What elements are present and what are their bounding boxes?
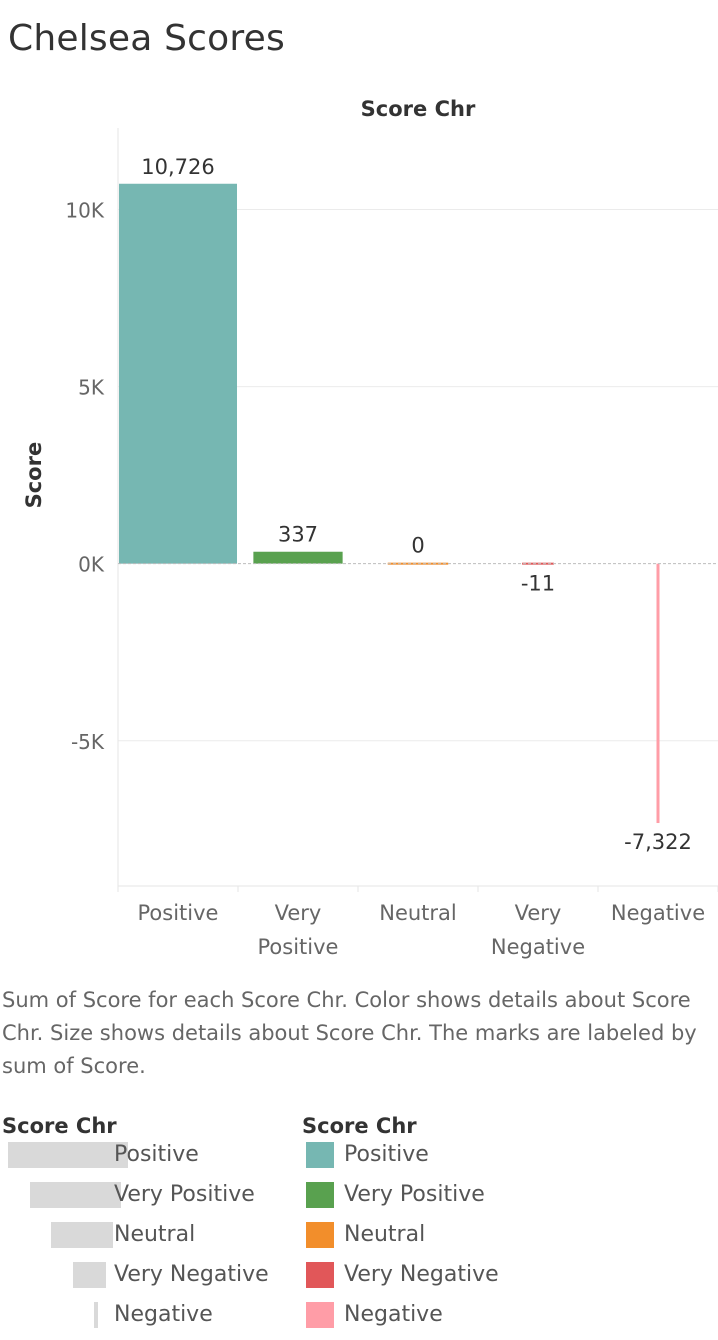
size-legend-bar — [51, 1222, 113, 1248]
bar — [656, 563, 660, 824]
bar-chart: Score Chr Score 10K 5K 0K -5K 10,726 337 0 -11 -7,… — [22, 97, 718, 959]
size-legend-label: Very Negative — [114, 1262, 269, 1287]
data-label: -11 — [521, 572, 555, 596]
color-swatch — [306, 1222, 334, 1248]
y-axis-label: Score — [22, 442, 46, 509]
size-legend-bar — [8, 1142, 128, 1168]
color-legend-item: Neutral — [302, 1220, 702, 1260]
data-label: -7,322 — [624, 830, 692, 854]
color-legend-label: Very Negative — [344, 1262, 499, 1287]
color-legend-item: Very Negative — [302, 1260, 702, 1300]
data-label: 337 — [278, 523, 318, 547]
color-swatch — [306, 1142, 334, 1168]
color-swatch — [306, 1262, 334, 1288]
size-legend: Score Chr Positive Very Positive Neutral Ve… — [2, 1112, 292, 1340]
bar — [119, 183, 237, 564]
size-legend-item: Positive — [2, 1140, 292, 1180]
size-legend-label: Neutral — [114, 1222, 196, 1247]
color-legend-title: Score Chr — [302, 1114, 417, 1138]
size-legend-label: Negative — [114, 1302, 213, 1327]
color-legend-item: Very Positive — [302, 1180, 702, 1220]
chart-caption: Sum of Score for each Score Chr. Color s… — [2, 988, 697, 1078]
size-legend-item: Neutral — [2, 1220, 292, 1260]
x-tick-label: Very Negative — [491, 901, 585, 959]
size-legend-label: Positive — [114, 1142, 199, 1167]
y-tick-label: 10K — [65, 198, 104, 222]
color-legend-label: Positive — [344, 1142, 429, 1167]
color-legend-label: Very Positive — [344, 1182, 485, 1207]
size-legend-item: Very Positive — [2, 1180, 292, 1220]
page-title: Chelsea Scores — [8, 18, 285, 59]
size-legend-bar — [72, 1262, 106, 1288]
y-tick-label: 0K — [78, 553, 105, 577]
size-legend-title: Score Chr — [2, 1114, 117, 1138]
color-legend: Score Chr Positive Very Positive Neutral Ve… — [302, 1112, 702, 1340]
color-legend-label: Negative — [344, 1302, 443, 1327]
size-legend-bar — [29, 1182, 121, 1208]
x-tick-label: Very Positive — [258, 901, 339, 959]
chart-title: Score Chr — [361, 97, 476, 121]
size-legend-item: Very Negative — [2, 1260, 292, 1300]
data-label: 10,726 — [141, 155, 214, 179]
size-legend-bar — [94, 1302, 98, 1328]
y-tick-label: 5K — [78, 376, 105, 400]
x-tick-label: Positive — [138, 901, 219, 925]
color-swatch — [306, 1182, 334, 1208]
color-legend-label: Neutral — [344, 1222, 426, 1247]
color-swatch — [306, 1302, 334, 1328]
size-legend-item: Negative — [2, 1300, 292, 1340]
data-label: 0 — [411, 534, 424, 558]
bar — [253, 551, 343, 564]
y-tick-label: -5K — [71, 730, 105, 754]
color-legend-item: Positive — [302, 1140, 702, 1180]
x-tick-label: Negative — [611, 901, 705, 925]
size-legend-label: Very Positive — [114, 1182, 255, 1207]
x-tick-label: Neutral — [379, 901, 457, 925]
color-legend-item: Negative — [302, 1300, 702, 1340]
